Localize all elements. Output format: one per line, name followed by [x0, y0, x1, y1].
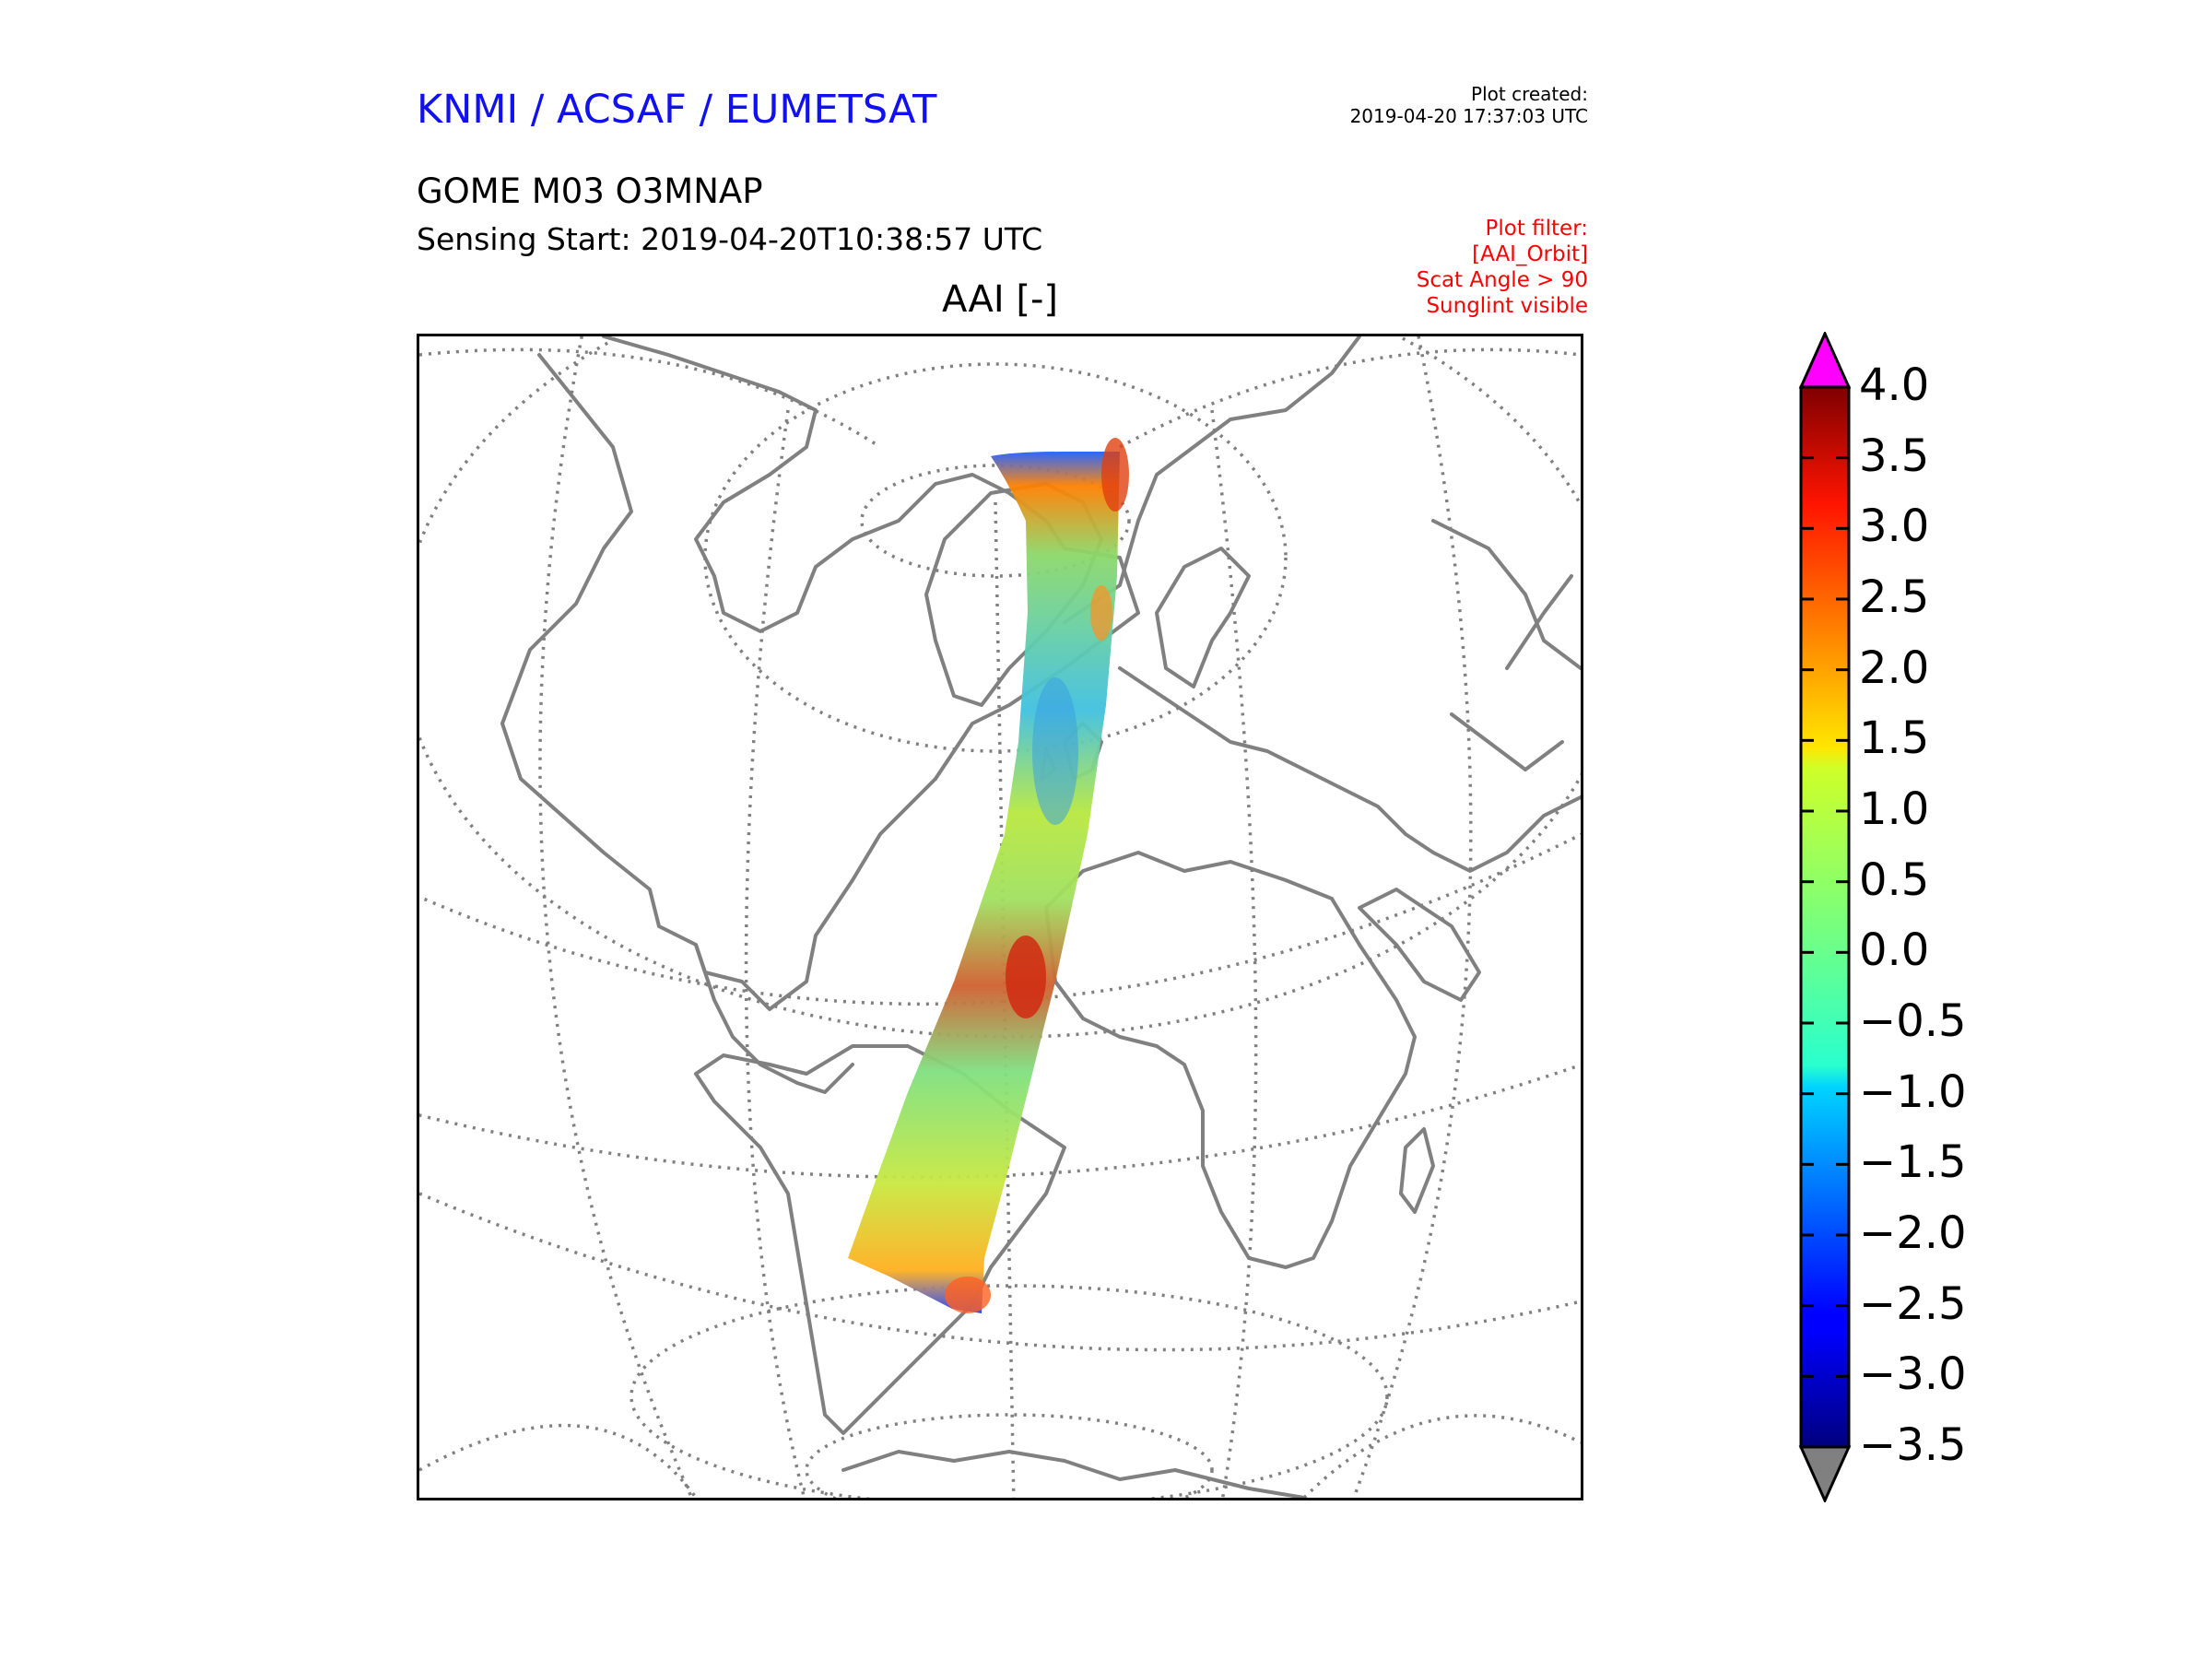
map-panel — [417, 334, 1583, 1500]
product-name: GOME M03 O3MNAP — [417, 171, 763, 211]
colorbar-tick-label: 2.0 — [1859, 641, 1930, 694]
plot-filter-line: Sunglint visible — [1426, 294, 1588, 318]
low-aai-band — [1032, 677, 1078, 825]
colorbar-tick-label: 3.0 — [1859, 500, 1930, 553]
graticule-line — [1210, 409, 1258, 1498]
graticule — [419, 336, 1581, 1498]
graticule-line — [805, 1413, 1214, 1498]
graticule-line — [538, 336, 694, 1498]
coastline-antarctica — [841, 1450, 1306, 1498]
high-aai-plume — [1006, 935, 1046, 1018]
colorbar-tick-label: 1.0 — [1859, 783, 1930, 835]
graticule-line — [1302, 1414, 1581, 1498]
colorbar-tick-label: −1.0 — [1859, 1065, 1967, 1118]
colorbar-under-arrow — [1798, 1445, 1852, 1502]
colorbar-tick-label: −3.5 — [1859, 1419, 1967, 1471]
swath-shape — [848, 452, 1120, 1313]
coastline-europe — [1063, 336, 1581, 873]
colorbar-tick-label: 2.5 — [1859, 571, 1930, 623]
coastline-scandinavia — [1155, 547, 1251, 688]
colorbar-gradient — [1799, 385, 1851, 1449]
colorbar-tick-label: 3.5 — [1859, 429, 1930, 482]
graticule-line — [419, 1192, 1581, 1352]
high-aai-north — [1101, 438, 1129, 512]
coastline-asia — [1431, 519, 1581, 771]
colorbar-tick-label: 4.0 — [1859, 359, 1930, 411]
graticule-line — [744, 409, 806, 1498]
plot-filter-line: Scat Angle > 90 — [1416, 268, 1588, 292]
plot-filter: Plot filter: [AAI_Orbit] Scat Angle > 90… — [1417, 216, 1588, 319]
colorbar — [1798, 332, 1852, 1502]
organization-title: KNMI / ACSAF / EUMETSAT — [417, 87, 937, 133]
coastline-africa — [1044, 851, 1417, 1269]
colorbar-tick-label: 0.0 — [1859, 924, 1930, 977]
graticule-line — [419, 1063, 1581, 1179]
colorbar-tick-label: 0.5 — [1859, 853, 1930, 906]
coastline-madagascar — [1399, 1127, 1435, 1214]
plot-created-value: 2019-04-20 17:37:03 UTC — [1349, 105, 1588, 127]
colorbar-tick-label: −0.5 — [1859, 995, 1967, 1047]
high-aai-south — [945, 1277, 991, 1313]
map-canvas — [419, 336, 1581, 1498]
colorbar-tick-label: −2.0 — [1859, 1207, 1967, 1259]
sensing-start: Sensing Start: 2019-04-20T10:38:57 UTC — [417, 221, 1043, 257]
map-title: AAI [-] — [942, 278, 1058, 321]
colorbar-tick-label: −2.5 — [1859, 1277, 1967, 1330]
plot-created-label: Plot created: — [1471, 83, 1588, 105]
graticule-line — [419, 347, 881, 449]
graticule-line — [994, 501, 1016, 1498]
graticule-line — [860, 464, 1131, 578]
coastline-arabia — [1358, 888, 1481, 1002]
plot-filter-line: [AAI_Orbit] — [1472, 242, 1588, 266]
plot-filter-line: Plot filter: — [1485, 217, 1588, 241]
colorbar-tick-label: −3.0 — [1859, 1348, 1967, 1401]
graticule-line — [1119, 347, 1581, 449]
aai-swath — [848, 438, 1129, 1313]
graticule-line — [703, 362, 1288, 753]
high-aai-mid — [1090, 585, 1112, 641]
colorbar-tick-label: 1.5 — [1859, 712, 1930, 765]
graticule-line — [629, 1284, 1389, 1498]
colorbar-tick-label: −1.5 — [1859, 1136, 1967, 1189]
colorbar-over-arrow — [1798, 332, 1852, 389]
graticule-line — [419, 1423, 698, 1498]
